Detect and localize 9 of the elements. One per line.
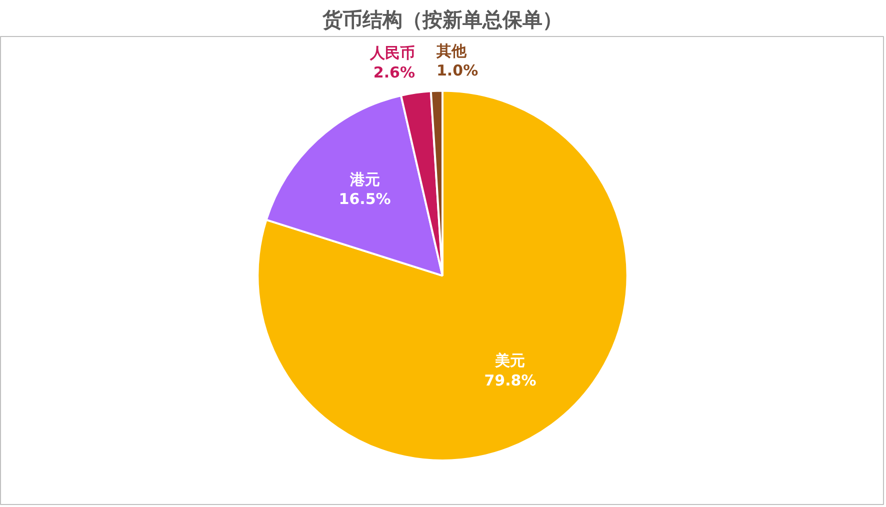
slice-label: 人民币 bbox=[368, 44, 415, 62]
slice-label: 美元 bbox=[494, 352, 526, 370]
data-label: 16.5% bbox=[338, 190, 391, 208]
data-label: 2.6% bbox=[373, 64, 415, 82]
chart-title: 货币结构（按新单总保单） bbox=[322, 8, 562, 32]
slice-label: 其他 bbox=[436, 42, 468, 60]
data-label: 1.0% bbox=[436, 62, 478, 80]
data-label: 79.8% bbox=[484, 371, 536, 390]
slice-label: 港元 bbox=[348, 170, 380, 188]
